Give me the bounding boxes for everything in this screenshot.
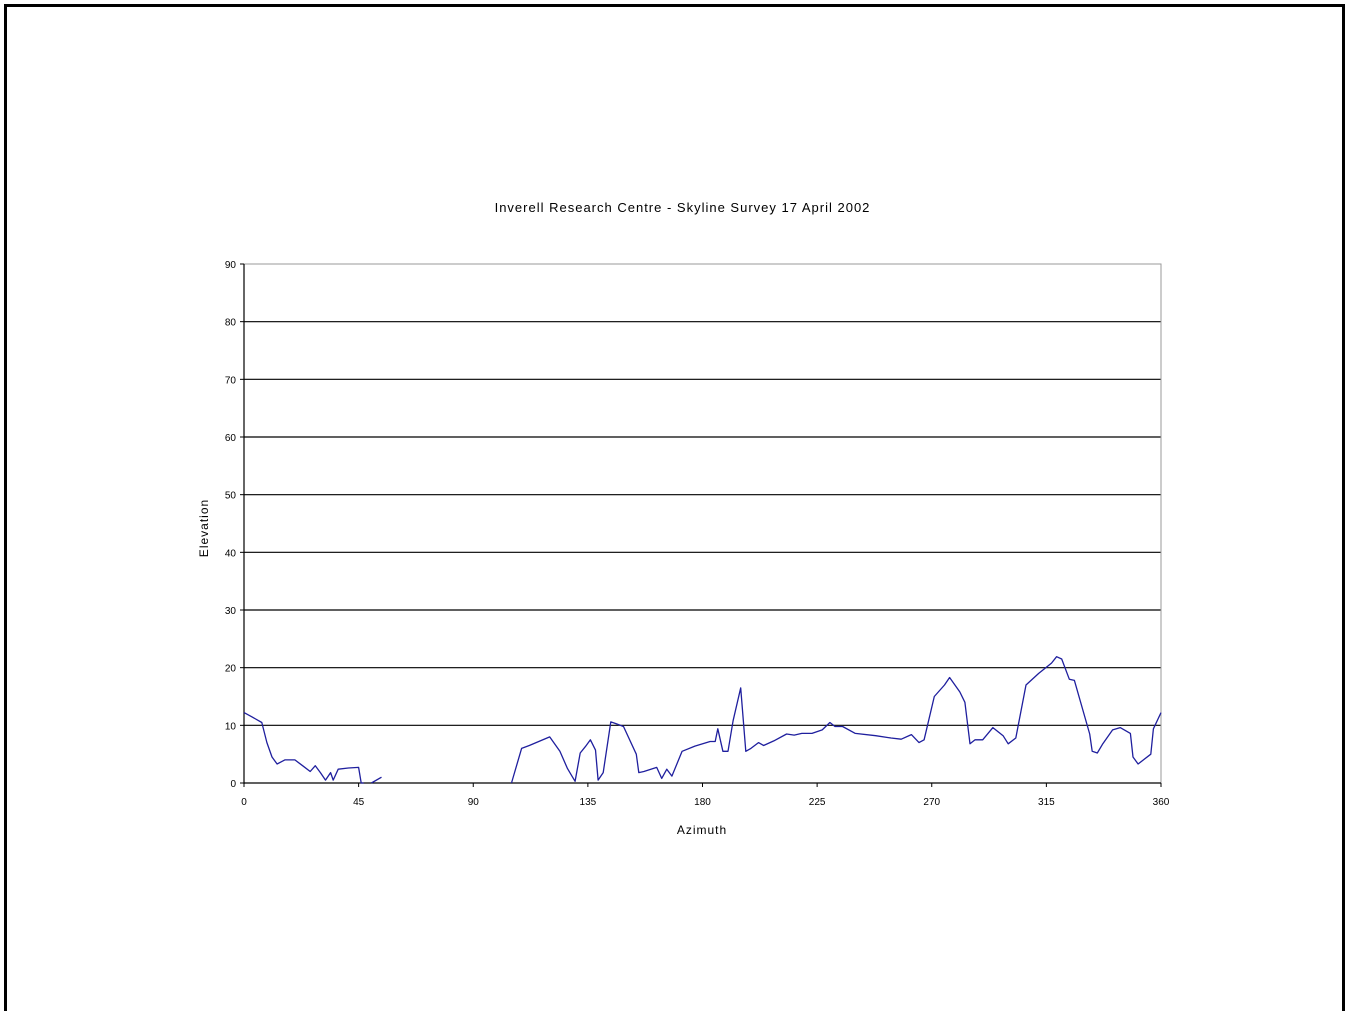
x-tick-label: 225	[809, 797, 826, 808]
y-tick-label: 40	[225, 548, 237, 559]
x-tick-label: 135	[580, 797, 597, 808]
y-tick-label: 20	[225, 664, 237, 675]
chart-frame	[4, 4, 1345, 1011]
plot-border	[243, 263, 1162, 784]
y-tick-label: 10	[225, 721, 237, 732]
y-tick-label: 50	[225, 491, 237, 502]
chart-title: Inverell Research Centre - Skyline Surve…	[494, 200, 871, 215]
x-tick-label: 45	[353, 797, 365, 808]
y-axis: 0 10 20 30 40 50 60 70 80 90	[225, 260, 245, 790]
x-tick-label: 180	[694, 797, 711, 808]
y-tick-label: 60	[225, 433, 237, 444]
grid-lines	[244, 321, 1161, 726]
series-line-segment	[510, 656, 1162, 784]
plot-area	[243, 263, 1162, 784]
y-tick-label: 0	[230, 779, 236, 790]
x-axis-label: Azimuth	[676, 823, 728, 837]
y-axis-label: Elevation	[197, 498, 211, 558]
y-tick-label: 80	[225, 318, 237, 329]
y-tick-label: 30	[225, 606, 237, 617]
x-tick-label: 315	[1038, 797, 1055, 808]
series-lines	[243, 656, 1162, 784]
series-line-segment	[371, 776, 382, 784]
x-tick-label: 0	[241, 797, 247, 808]
x-tick-label: 360	[1153, 797, 1170, 808]
series-line-segment	[243, 712, 364, 784]
x-tick-label: 270	[923, 797, 940, 808]
y-tick-label: 70	[225, 375, 237, 386]
y-tick-label: 90	[225, 260, 237, 271]
x-tick-label: 90	[468, 797, 480, 808]
x-axis: 0 45 90 135 180 225 270 315 360	[241, 782, 1170, 808]
